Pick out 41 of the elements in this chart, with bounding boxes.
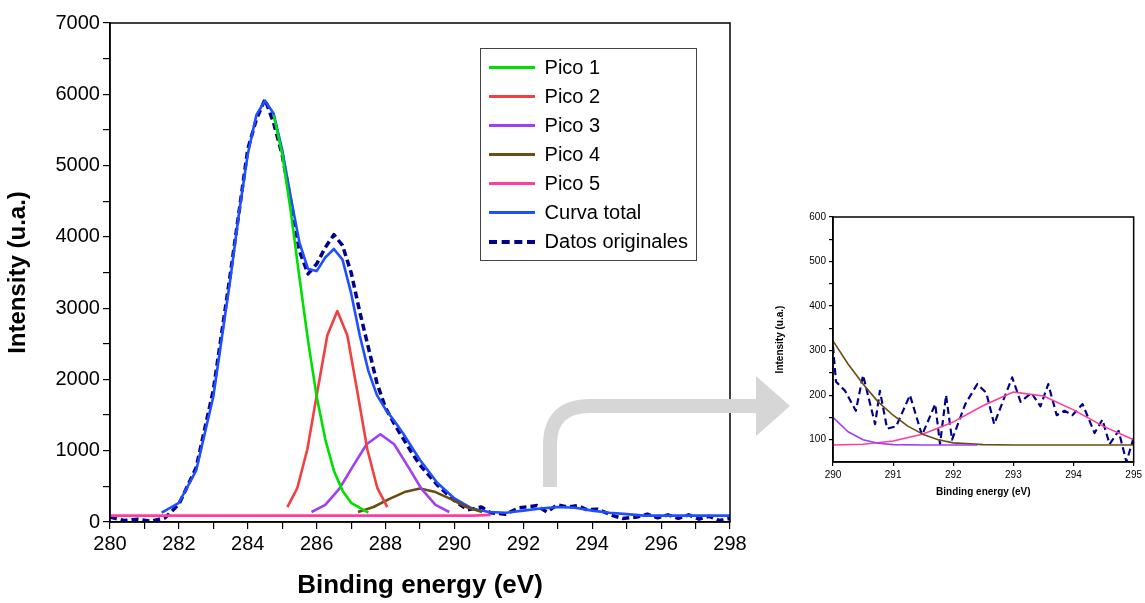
- x-tick-label: 290: [437, 531, 472, 554]
- x-tick-label: 280: [93, 531, 127, 554]
- y-tick-label: 100: [809, 433, 827, 445]
- x-axis-title: Binding energy (eV): [936, 485, 1031, 497]
- y-tick-label: 6000: [55, 81, 100, 104]
- legend-label: Pico 3: [544, 114, 601, 137]
- y-axis-title: Intensity (u.a.): [3, 191, 31, 354]
- x-axis-title: Binding energy (eV): [297, 568, 543, 599]
- x-tick-label: 292: [944, 468, 963, 480]
- x-tick-label: 282: [162, 531, 196, 554]
- legend-label: Pico 5: [544, 172, 601, 195]
- y-tick-label: 1000: [55, 438, 100, 461]
- y-tick-label: 200: [809, 388, 827, 400]
- x-tick-label: 294: [575, 531, 609, 554]
- y-tick-label: 300: [809, 344, 827, 356]
- legend-label: Curva total: [544, 201, 642, 224]
- y-axis-title: Intensity (u.a.): [773, 305, 785, 374]
- x-tick-label: 295: [1125, 468, 1143, 480]
- y-tick-label: 4000: [55, 224, 100, 247]
- y-tick-label: 2000: [55, 366, 100, 389]
- x-tick-label: 293: [1005, 468, 1023, 480]
- x-tick-label: 284: [231, 531, 265, 554]
- legend-label: Pico 2: [544, 85, 601, 108]
- x-tick-label: 286: [299, 531, 334, 554]
- x-tick-label: 298: [713, 531, 747, 554]
- x-tick-label: 288: [368, 531, 403, 554]
- x-tick-label: 290: [824, 468, 842, 480]
- y-tick-label: 7000: [55, 10, 100, 33]
- x-tick-label: 294: [1065, 468, 1083, 480]
- x-tick-label: 292: [506, 531, 541, 554]
- y-tick-label: 400: [809, 299, 827, 311]
- legend-label: Pico 4: [544, 143, 601, 166]
- legend-label: Pico 1: [544, 56, 601, 79]
- y-tick-label: 3000: [55, 295, 100, 318]
- y-tick-label: 0: [88, 509, 100, 532]
- y-tick-label: 5000: [55, 153, 100, 176]
- x-tick-label: 296: [644, 531, 678, 554]
- y-tick-label: 600: [809, 210, 827, 222]
- legend-label: Datos originales: [544, 230, 688, 253]
- y-tick-label: 500: [809, 255, 827, 267]
- x-tick-label: 291: [884, 468, 902, 480]
